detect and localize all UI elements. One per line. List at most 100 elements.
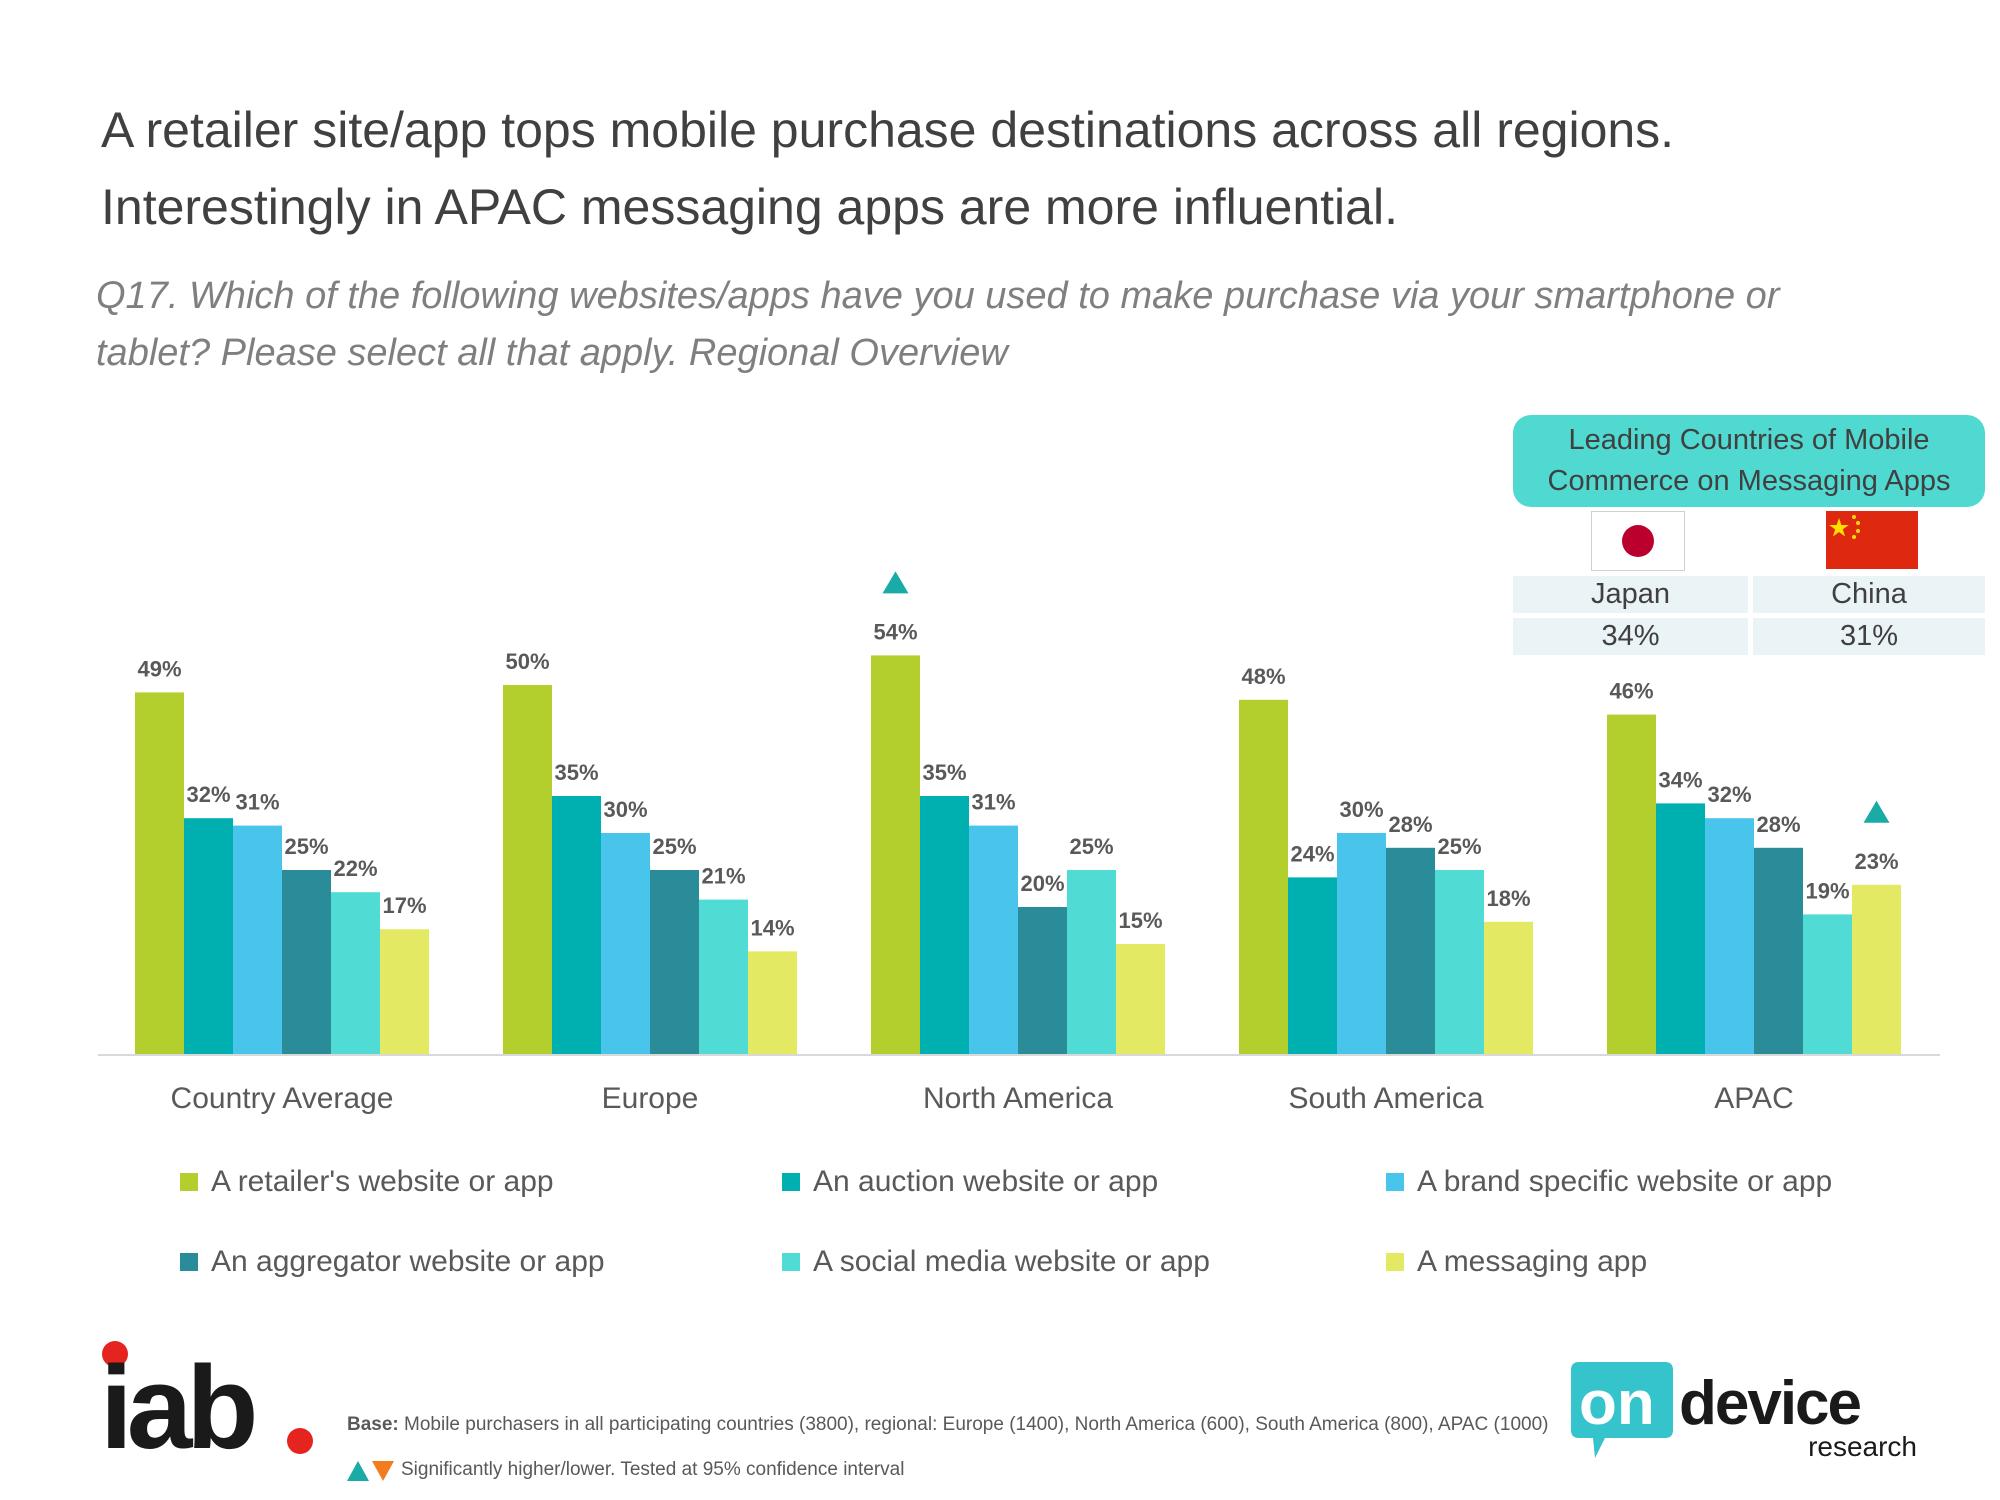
value-label-apac-an-aggregator-website-or-app: 28% [1756,812,1800,837]
value-label-south-america-a-social-media-website-or-app: 25% [1437,834,1481,859]
bar-europe-a-messaging-app [748,951,797,1055]
value-label-apac-a-brand-specific-website-or-app: 32% [1707,782,1751,807]
iab-logo: iab [100,1341,313,1466]
bar-country-average-a-brand-specific-website-or-app [233,825,282,1055]
legend-item-a-messaging-app: A messaging app [1386,1245,1647,1279]
bar-apac-a-messaging-app [1852,884,1901,1055]
callout-value-china: 31% [1753,618,1985,655]
legend-label: A social media website or app [813,1245,1210,1278]
bar-north-america-a-retailer-s-website-or-app [871,655,920,1055]
callout-title-box: Leading Countries of Mobile Commerce on … [1513,415,1985,507]
legend-swatch [1386,1173,1404,1191]
bar-europe-an-auction-website-or-app [552,796,601,1055]
callout-value-japan: 34% [1513,618,1748,655]
legend-label: A messaging app [1417,1245,1648,1278]
value-label-north-america-a-social-media-website-or-app: 25% [1069,834,1113,859]
svg-text:research: research [1808,1431,1917,1462]
value-label-country-average-a-retailer-s-website-or-app: 49% [137,656,181,681]
bar-europe-a-social-media-website-or-app [699,899,748,1055]
value-label-north-america-a-messaging-app: 15% [1118,908,1162,933]
value-label-south-america-an-auction-website-or-app: 24% [1290,841,1334,866]
bar-north-america-a-social-media-website-or-app [1067,870,1116,1055]
bar-apac-an-aggregator-website-or-app [1754,847,1803,1055]
bar-south-america-a-messaging-app [1484,921,1533,1055]
value-label-europe-an-auction-website-or-app: 35% [554,760,598,785]
value-label-country-average-a-brand-specific-website-or-app: 31% [235,790,279,815]
legend-swatch [782,1173,800,1191]
category-label-apac: APAC [1714,1082,1793,1115]
bar-north-america-an-aggregator-website-or-app [1018,907,1067,1055]
callout-title: Leading Countries of Mobile Commerce on … [1547,424,1951,497]
value-label-country-average-an-auction-website-or-app: 32% [186,782,230,807]
value-label-apac-a-social-media-website-or-app: 19% [1805,878,1849,903]
value-label-south-america-a-messaging-app: 18% [1486,886,1530,911]
category-label-north-america: North America [923,1082,1113,1115]
significance-markers-layer [882,571,1890,823]
legend-label: An aggregator website or app [211,1245,605,1278]
bar-europe-a-brand-specific-website-or-app [601,833,650,1055]
svg-text:on: on [1579,1369,1655,1438]
category-label-europe: Europe [602,1082,699,1115]
value-label-apac-a-messaging-app: 23% [1854,849,1898,874]
bar-country-average-a-messaging-app [380,929,429,1055]
value-labels-layer: 49%32% 31%25%22%17%50%35%30%25%21%14%54%3… [137,619,1898,940]
legend-item-an-aggregator-website-or-app: An aggregator website or app [180,1245,605,1279]
value-label-country-average-a-social-media-website-or-app: 22% [333,856,377,881]
bar-apac-a-retailer-s-website-or-app [1607,714,1656,1055]
legend-swatch [782,1253,800,1271]
bar-apac-an-auction-website-or-app [1656,803,1705,1055]
value-label-north-america-an-auction-website-or-app: 35% [922,760,966,785]
bar-europe-a-retailer-s-website-or-app [503,685,552,1055]
bars-layer [135,655,1901,1055]
value-label-south-america-an-aggregator-website-or-app: 28% [1388,812,1432,837]
legend-label: An auction website or app [813,1165,1159,1198]
legend-item-a-social-media-website-or-app: A social media website or app [782,1245,1210,1279]
category-label-country-average: Country Average [171,1082,394,1115]
value-label-south-america-a-brand-specific-website-or-app: 30% [1339,797,1383,822]
value-label-apac-a-retailer-s-website-or-app: 46% [1609,679,1653,704]
bar-south-america-an-auction-website-or-app [1288,877,1337,1055]
bar-apac-a-brand-specific-website-or-app [1705,818,1754,1055]
bar-apac-a-social-media-website-or-app [1803,914,1852,1055]
bar-south-america-a-retailer-s-website-or-app [1239,699,1288,1055]
value-label-europe-a-social-media-website-or-app: 21% [701,864,745,889]
value-label-north-america-a-brand-specific-website-or-app: 31% [971,790,1015,815]
bar-country-average-a-social-media-website-or-app [331,892,380,1055]
bar-country-average-an-aggregator-website-or-app [282,870,331,1055]
svg-text:iab: iab [100,1342,254,1466]
base-note: Base: Mobile purchasers in all participa… [347,1414,1548,1436]
legend-item-a-brand-specific-website-or-app: A brand specific website or app [1386,1165,1832,1199]
callout-country-japan: Japan [1513,576,1748,613]
value-label-country-average-a-messaging-app: 17% [382,893,426,918]
japan-flag-icon [1591,511,1685,571]
bar-north-america-a-brand-specific-website-or-app [969,825,1018,1055]
legend-label: A retailer's website or app [211,1165,554,1198]
value-label-europe-a-messaging-app: 14% [750,915,794,940]
bar-north-america-an-auction-website-or-app [920,796,969,1055]
value-label-europe-an-aggregator-website-or-app: 25% [652,834,696,859]
callout-country-china: China [1753,576,1985,613]
legend-swatch [180,1253,198,1271]
bar-chart: 49%32% 31%25%22%17%50%35%30%25%21%14%54%3… [98,571,1940,1115]
significance-higher-marker-north-america [882,571,909,594]
bar-south-america-a-social-media-website-or-app [1435,870,1484,1055]
bar-north-america-a-messaging-app [1116,944,1165,1055]
value-label-north-america-a-retailer-s-website-or-app: 54% [873,619,917,644]
bar-europe-an-aggregator-website-or-app [650,870,699,1055]
significance-text: Significantly higher/lower. Tested at 95… [401,1459,905,1480]
china-flag-icon [1826,511,1918,569]
up-down-triangle-icon [347,1461,394,1481]
ondevice-research-logo: on device research [1571,1362,1917,1462]
value-label-europe-a-brand-specific-website-or-app: 30% [603,797,647,822]
page-title: A retailer site/app tops mobile purchase… [101,102,1675,235]
base-label: Base: [347,1414,399,1435]
legend-label: A brand specific website or app [1417,1165,1833,1198]
legend-swatch [1386,1253,1404,1271]
significance-higher-marker-apac [1863,800,1890,823]
legend-swatch [180,1173,198,1191]
significance-note: Significantly higher/lower. Tested at 95… [345,1457,904,1483]
value-label-europe-a-retailer-s-website-or-app: 50% [505,649,549,674]
category-labels-layer: Country Average Europe North America South … [171,1082,1794,1115]
value-label-country-average-an-aggregator-website-or-app: 25% [284,834,328,859]
bar-south-america-an-aggregator-website-or-app [1386,847,1435,1055]
